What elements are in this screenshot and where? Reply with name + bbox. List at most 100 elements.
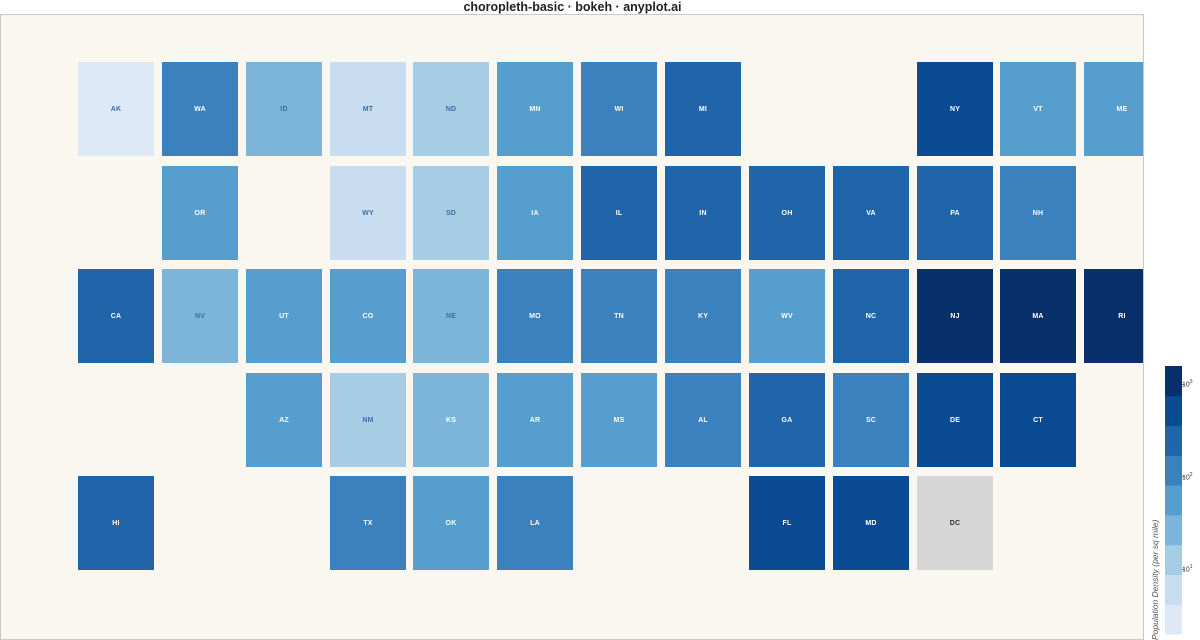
state-label: DC xyxy=(949,519,961,527)
state-label: IL xyxy=(615,209,623,217)
state-label: NE xyxy=(445,312,457,320)
state-label: TN xyxy=(614,312,624,320)
state-tile-nj[interactable]: NJ xyxy=(917,269,993,363)
state-tile-sc[interactable]: SC xyxy=(833,373,909,467)
state-tile-in[interactable]: IN xyxy=(665,166,741,260)
state-label: MO xyxy=(529,312,541,320)
state-tile-ca[interactable]: CA xyxy=(78,269,154,363)
state-tile-ut[interactable]: UT xyxy=(246,269,322,363)
state-tile-co[interactable]: CO xyxy=(330,269,406,363)
colorbar xyxy=(1146,358,1200,640)
tick-base: 10 xyxy=(1182,381,1190,389)
state-tile-ok[interactable]: OK xyxy=(413,476,489,570)
state-tile-oh[interactable]: OH xyxy=(749,166,825,260)
tick-base: 10 xyxy=(1182,474,1190,482)
state-label: NV xyxy=(194,312,206,320)
tick-exponent: 1 xyxy=(1189,564,1193,570)
state-tile-nm[interactable]: NM xyxy=(330,373,406,467)
state-tile-nc[interactable]: NC xyxy=(833,269,909,363)
state-label: TX xyxy=(363,519,373,527)
state-tile-id[interactable]: ID xyxy=(246,62,322,156)
state-label: KY xyxy=(697,312,709,320)
state-tile-tn[interactable]: TN xyxy=(581,269,657,363)
state-tile-nh[interactable]: NH xyxy=(1000,166,1076,260)
state-tile-il[interactable]: IL xyxy=(581,166,657,260)
state-tile-az[interactable]: AZ xyxy=(246,373,322,467)
state-tile-md[interactable]: MD xyxy=(833,476,909,570)
state-tile-ia[interactable]: IA xyxy=(497,166,573,260)
state-tile-va[interactable]: VA xyxy=(833,166,909,260)
state-label: HI xyxy=(112,519,120,527)
state-tile-ct[interactable]: CT xyxy=(1000,373,1076,467)
state-tile-mi[interactable]: MI xyxy=(665,62,741,156)
state-label: OK xyxy=(445,519,457,527)
colorbar-title: Population Density (per sq mile) xyxy=(1150,519,1160,640)
colorbar-segment xyxy=(1165,455,1182,486)
state-tile-al[interactable]: AL xyxy=(665,373,741,467)
state-tile-mn[interactable]: MN xyxy=(497,62,573,156)
state-tile-ne[interactable]: NE xyxy=(413,269,489,363)
state-tile-de[interactable]: DE xyxy=(917,373,993,467)
state-tile-wy[interactable]: WY xyxy=(330,166,406,260)
state-tile-ks[interactable]: KS xyxy=(413,373,489,467)
state-label: MS xyxy=(613,416,625,424)
state-tile-mo[interactable]: MO xyxy=(497,269,573,363)
state-label: CA xyxy=(110,312,122,320)
state-label: AK xyxy=(110,105,122,113)
state-label: VA xyxy=(866,209,876,217)
state-tile-sd[interactable]: SD xyxy=(413,166,489,260)
state-tile-ny[interactable]: NY xyxy=(917,62,993,156)
colorbar-segment xyxy=(1165,544,1182,575)
state-tile-mt[interactable]: MT xyxy=(330,62,406,156)
state-tile-ma[interactable]: MA xyxy=(1000,269,1076,363)
state-tile-dc[interactable]: DC xyxy=(917,476,993,570)
state-tile-ga[interactable]: GA xyxy=(749,373,825,467)
state-label: NH xyxy=(1032,209,1044,217)
colorbar-segment xyxy=(1165,425,1182,456)
state-label: NJ xyxy=(950,312,960,320)
state-label: WV xyxy=(781,312,793,320)
state-tile-fl[interactable]: FL xyxy=(749,476,825,570)
state-label: DE xyxy=(949,416,961,424)
tick-base: 10 xyxy=(1182,566,1190,574)
state-label: NM xyxy=(362,416,374,424)
state-tile-ar[interactable]: AR xyxy=(497,373,573,467)
state-tile-tx[interactable]: TX xyxy=(330,476,406,570)
state-tile-ky[interactable]: KY xyxy=(665,269,741,363)
state-tile-nd[interactable]: ND xyxy=(413,62,489,156)
state-label: KS xyxy=(445,416,457,424)
state-label: IA xyxy=(531,209,539,217)
state-tile-ak[interactable]: AK xyxy=(78,62,154,156)
state-label: GA xyxy=(781,416,793,424)
state-tile-nv[interactable]: NV xyxy=(162,269,238,363)
state-label: WY xyxy=(362,209,374,217)
state-tile-or[interactable]: OR xyxy=(162,166,238,260)
state-tile-wa[interactable]: WA xyxy=(162,62,238,156)
state-label: MT xyxy=(362,105,374,113)
state-label: RI xyxy=(1118,312,1126,320)
state-tile-la[interactable]: LA xyxy=(497,476,573,570)
state-label: VT xyxy=(1033,105,1043,113)
colorbar-segment xyxy=(1165,366,1182,397)
state-tile-wi[interactable]: WI xyxy=(581,62,657,156)
state-tile-pa[interactable]: PA xyxy=(917,166,993,260)
state-tile-ri[interactable]: RI xyxy=(1084,269,1143,363)
state-label: MI xyxy=(698,105,708,113)
state-tile-me[interactable]: ME xyxy=(1084,62,1143,156)
state-label: ND xyxy=(445,105,457,113)
colorbar-tick-label: 101 xyxy=(1182,564,1193,573)
state-tile-ms[interactable]: MS xyxy=(581,373,657,467)
state-label: NC xyxy=(865,312,877,320)
state-label: NY xyxy=(949,105,961,113)
state-tile-hi[interactable]: HI xyxy=(78,476,154,570)
state-label: WA xyxy=(194,105,206,113)
state-label: MD xyxy=(865,519,877,527)
state-tile-wv[interactable]: WV xyxy=(749,269,825,363)
state-label: AZ xyxy=(279,416,289,424)
colorbar-tick-label: 103 xyxy=(1182,379,1193,388)
state-tile-vt[interactable]: VT xyxy=(1000,62,1076,156)
plot-area[interactable]: AK WA ID MT ND MN WI MI NY VT ME OR WY SD IA IL IN OH VA PA… xyxy=(0,14,1144,640)
state-label: OH xyxy=(781,209,793,217)
state-label: CO xyxy=(362,312,374,320)
state-label: PA xyxy=(950,209,960,217)
